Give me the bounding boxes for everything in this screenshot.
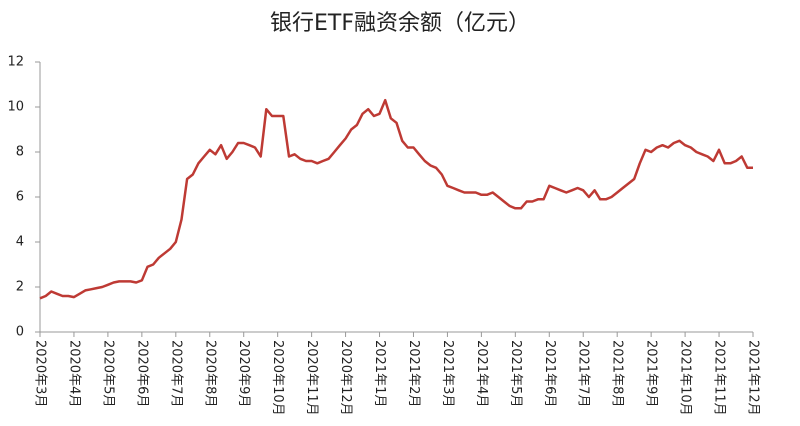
x-tick-label: 2020年4月 bbox=[66, 340, 81, 407]
x-tick-label: 2021年4月 bbox=[474, 340, 489, 407]
x-tick-label: 2020年11月 bbox=[304, 340, 319, 416]
x-tick-label: 2020年12月 bbox=[338, 340, 353, 416]
x-tick-label: 2020年7月 bbox=[168, 340, 183, 407]
x-tick-label: 2021年7月 bbox=[576, 340, 591, 407]
y-tick-label: 4 bbox=[16, 235, 24, 250]
x-tick-label: 2020年10月 bbox=[270, 340, 285, 416]
x-tick-label: 2021年3月 bbox=[440, 340, 455, 407]
x-tick-label: 2020年9月 bbox=[236, 340, 251, 407]
x-tick-label: 2020年5月 bbox=[100, 340, 115, 407]
x-tick-label: 2021年2月 bbox=[406, 340, 421, 407]
x-tick-label: 2021年11月 bbox=[712, 340, 727, 416]
x-tick-label: 2020年3月 bbox=[33, 340, 48, 407]
y-tick-label: 2 bbox=[16, 280, 24, 295]
x-tick-label: 2021年1月 bbox=[372, 340, 387, 407]
x-tick-label: 2020年6月 bbox=[134, 340, 149, 407]
y-tick-label: 12 bbox=[7, 55, 24, 70]
x-tick-label: 2021年8月 bbox=[610, 340, 625, 407]
x-tick-label: 2021年12月 bbox=[746, 340, 761, 416]
data-line bbox=[39, 98, 753, 300]
x-tick-label: 2021年5月 bbox=[508, 340, 523, 407]
y-tick-label: 8 bbox=[16, 145, 24, 160]
x-tick-label: 2021年6月 bbox=[542, 340, 557, 407]
y-tick-label: 6 bbox=[16, 190, 24, 205]
chart-title: 银行ETF融资余额（亿元） bbox=[270, 11, 530, 36]
y-tick-label: 0 bbox=[16, 325, 24, 340]
x-tick-label: 2021年10月 bbox=[678, 340, 693, 416]
x-tick-label: 2021年9月 bbox=[644, 340, 659, 407]
x-tick-label: 2020年8月 bbox=[202, 340, 217, 407]
y-tick-label: 10 bbox=[7, 100, 24, 115]
